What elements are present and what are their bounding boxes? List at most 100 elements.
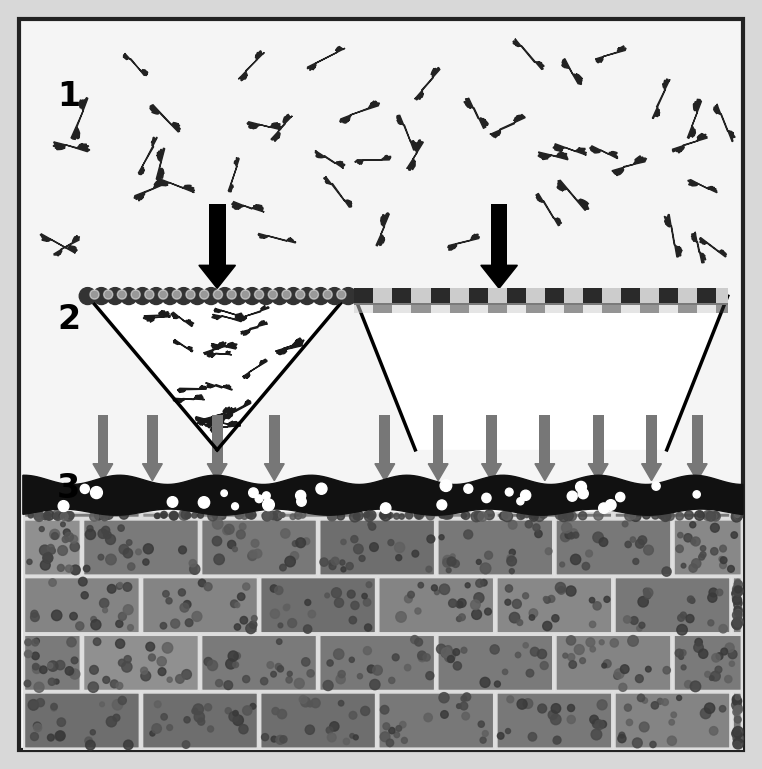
Circle shape [732,512,741,521]
Bar [621,303,640,313]
Circle shape [677,695,682,701]
Circle shape [50,529,59,539]
Circle shape [662,567,671,576]
Circle shape [661,511,671,521]
Circle shape [523,643,528,648]
Circle shape [644,588,653,598]
Circle shape [182,670,191,679]
Circle shape [449,599,456,608]
Polygon shape [415,68,440,100]
Polygon shape [150,105,181,131]
Circle shape [328,512,337,521]
Circle shape [175,674,184,684]
Bar [583,288,602,305]
Bar [354,303,373,313]
Bar [692,415,703,464]
Circle shape [43,553,53,563]
Circle shape [232,503,239,510]
Circle shape [327,660,333,666]
Circle shape [34,724,42,732]
Polygon shape [158,178,194,192]
Circle shape [58,501,69,511]
Circle shape [80,484,89,494]
Bar [147,415,158,464]
Circle shape [275,664,282,670]
Circle shape [530,614,535,621]
Circle shape [40,527,44,531]
Circle shape [155,701,161,707]
Circle shape [543,597,548,601]
Polygon shape [482,464,501,481]
Polygon shape [481,265,517,288]
Circle shape [28,700,39,711]
Circle shape [34,512,44,521]
Bar [507,288,526,305]
Circle shape [335,598,344,608]
Circle shape [559,511,569,521]
Circle shape [733,513,739,519]
Circle shape [107,584,116,593]
Polygon shape [687,99,701,138]
Circle shape [290,514,296,520]
Circle shape [263,511,273,521]
Circle shape [534,511,545,521]
Circle shape [85,737,92,744]
Circle shape [268,290,277,299]
Circle shape [439,512,445,518]
Polygon shape [535,464,555,481]
Circle shape [363,647,371,654]
Circle shape [81,591,88,599]
Polygon shape [652,79,670,118]
FancyBboxPatch shape [379,513,494,518]
Circle shape [482,493,491,503]
Circle shape [323,681,333,691]
Circle shape [337,290,346,299]
Circle shape [224,524,234,534]
FancyBboxPatch shape [497,693,612,748]
Circle shape [575,644,584,654]
Circle shape [85,529,95,540]
Circle shape [180,603,189,612]
Circle shape [520,514,525,518]
Circle shape [150,731,155,736]
Circle shape [480,737,486,743]
Circle shape [720,557,727,564]
Circle shape [517,512,524,520]
Polygon shape [590,146,617,158]
Circle shape [725,675,732,683]
Circle shape [251,539,259,548]
FancyBboxPatch shape [379,578,494,633]
Polygon shape [173,339,193,352]
Circle shape [338,701,344,706]
Circle shape [245,511,253,518]
Circle shape [642,697,648,703]
Polygon shape [595,46,626,63]
Circle shape [283,604,290,611]
Circle shape [146,642,155,651]
Polygon shape [276,338,304,355]
Circle shape [733,590,741,598]
Circle shape [568,533,575,539]
Circle shape [733,704,742,712]
Circle shape [179,510,189,521]
Circle shape [447,650,456,658]
Circle shape [415,638,423,646]
Circle shape [460,702,468,710]
Circle shape [52,510,62,520]
Circle shape [349,617,357,624]
Circle shape [536,513,540,518]
Circle shape [56,661,65,670]
Circle shape [234,653,241,659]
Circle shape [690,598,695,604]
Circle shape [240,617,248,624]
Circle shape [182,741,190,748]
Circle shape [305,600,311,605]
Circle shape [184,601,191,608]
Circle shape [480,677,490,687]
Circle shape [735,513,741,519]
Circle shape [735,707,740,712]
Circle shape [242,675,250,683]
Circle shape [71,565,80,574]
Circle shape [681,564,686,568]
Circle shape [357,674,363,679]
